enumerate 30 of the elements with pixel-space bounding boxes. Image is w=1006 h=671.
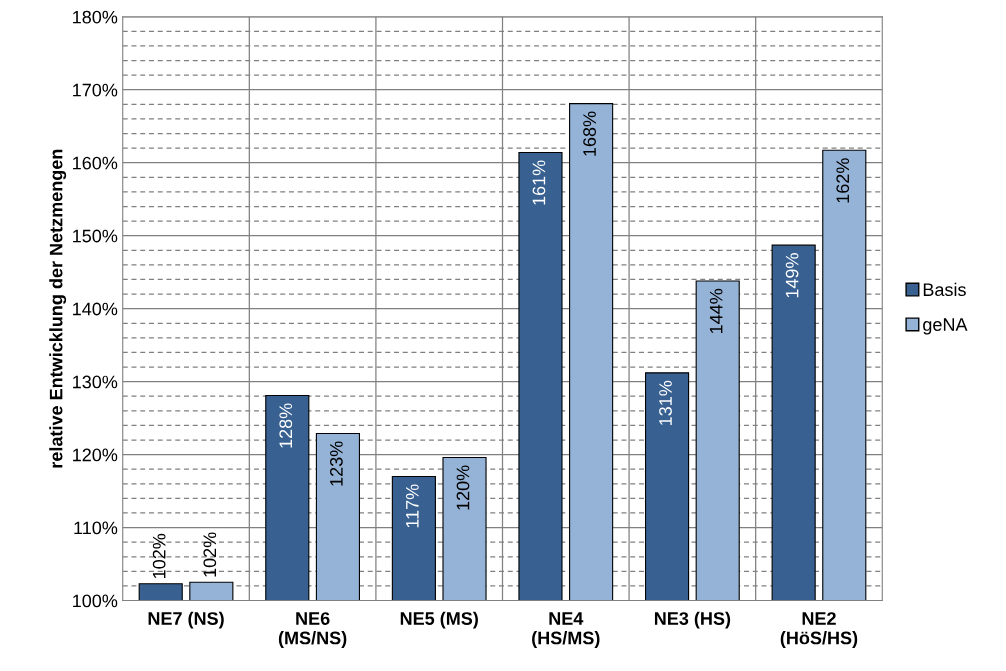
y-tick-label: 150%	[73, 229, 118, 243]
data-label: 162%	[836, 158, 850, 203]
x-tick-label: NE6 (MS/NS)	[278, 612, 347, 648]
x-tick-label: NE3 (HS)	[654, 611, 731, 629]
y-tick-label: 100%	[73, 594, 118, 608]
x-tick-label: NE7 (NS)	[148, 611, 224, 629]
y-tick-label: 120%	[73, 448, 118, 462]
y-tick-label: 180%	[73, 10, 118, 24]
data-label: 120%	[456, 465, 470, 510]
y-tick-label: 160%	[73, 156, 118, 170]
data-label: 131%	[659, 380, 672, 425]
y-tick-label: 130%	[73, 375, 118, 389]
x-tick-label: NE2 (HöS/HS)	[780, 612, 858, 648]
y-tick-label: 110%	[74, 521, 118, 535]
y-tick-label: 140%	[73, 302, 118, 316]
data-label: 168%	[583, 111, 596, 156]
legend-label: geNA	[923, 318, 968, 335]
y-axis-title: relative Entwicklung der Netzmengen	[49, 149, 67, 468]
x-tick-label: NE5 (MS)	[400, 611, 478, 629]
x-tick-label: NE4 (HS/MS)	[532, 612, 600, 648]
data-label: 123%	[329, 441, 343, 486]
data-label: 102%	[152, 533, 166, 579]
y-tick-label: 170%	[73, 83, 118, 97]
data-label: 149%	[785, 253, 799, 298]
legend-label: Basis	[923, 282, 966, 297]
data-label: 102%	[203, 532, 217, 577]
data-label: 144%	[709, 288, 723, 334]
data-label: 128%	[279, 403, 293, 448]
data-label: 161%	[532, 160, 546, 205]
data-label: 117%	[406, 484, 419, 528]
